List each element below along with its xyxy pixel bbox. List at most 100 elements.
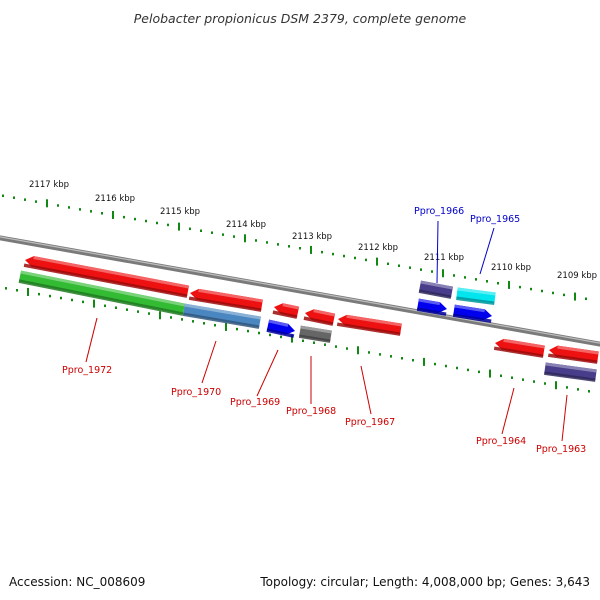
minor-tick: [123, 215, 125, 219]
major-tick: [376, 257, 378, 266]
gene-arrow: [23, 256, 190, 298]
genome-backbone: [0, 235, 600, 347]
minor-tick: [137, 310, 139, 313]
minor-tick: [434, 362, 436, 366]
gene-highlight: [503, 338, 545, 349]
minor-tick: [343, 254, 345, 258]
gene-Ppro_1965: [456, 287, 496, 305]
gene-body: [25, 256, 190, 297]
minor-tick: [288, 245, 290, 248]
minor-tick: [478, 370, 480, 374]
gene-label-ppro-1969: Ppro_1969: [230, 397, 280, 408]
major-tick: [178, 222, 180, 231]
gene-arrow: [336, 314, 402, 336]
minor-tick: [511, 376, 513, 379]
major-tick: [27, 287, 29, 296]
gene-label-ppro-1967: Ppro_1967: [345, 417, 395, 428]
minor-tick: [324, 343, 326, 346]
minor-tick: [255, 239, 257, 242]
gene-shadow: [544, 371, 596, 382]
gene-highlight: [457, 287, 496, 296]
minor-tick: [346, 347, 348, 350]
minor-tick: [266, 241, 268, 244]
gene-arrow: [303, 309, 336, 326]
minor-tick: [104, 304, 106, 308]
leader-line: [85, 317, 98, 363]
minor-tick: [280, 335, 282, 339]
scale-label: 2113 kbp: [292, 232, 332, 242]
major-tick: [291, 334, 293, 343]
gene-arrow: [188, 288, 263, 312]
backbone-highlight: [0, 236, 600, 344]
minor-tick: [302, 339, 304, 343]
minor-tick: [566, 386, 568, 389]
major-tick: [310, 245, 312, 254]
gene-highlight: [184, 303, 261, 320]
minor-tick: [167, 223, 169, 227]
gene-body: [495, 338, 545, 357]
leader-line: [436, 220, 439, 284]
minor-tick: [445, 364, 447, 368]
gene-arrow: [452, 304, 492, 323]
gene-arrow: [493, 338, 545, 358]
gene-highlight: [346, 314, 402, 327]
minor-tick: [464, 276, 466, 279]
gene-label-ppro-1963: Ppro_1963: [536, 444, 586, 455]
minor-tick: [82, 300, 84, 304]
lower-scale-ticks: [5, 287, 590, 393]
gene-body: [190, 288, 263, 311]
minor-tick: [269, 333, 271, 337]
minor-tick: [497, 281, 499, 285]
gene-highlight: [313, 309, 336, 317]
leader-line: [501, 387, 515, 435]
gene-highlight: [198, 288, 263, 303]
minor-tick: [387, 262, 389, 266]
minor-tick: [335, 345, 337, 348]
gene-highlight: [420, 280, 454, 290]
major-tick: [508, 280, 510, 289]
minor-tick: [170, 316, 172, 319]
minor-tick: [588, 390, 590, 393]
gene-Ppro_1970: [182, 303, 261, 329]
gene-shadow: [418, 289, 452, 299]
minor-tick: [541, 289, 543, 293]
minor-tick: [390, 355, 392, 358]
minor-tick: [156, 221, 158, 225]
minor-tick: [313, 341, 315, 344]
major-tick: [357, 346, 359, 355]
gene-label-leaders: [85, 220, 568, 442]
minor-tick: [115, 306, 117, 309]
gene-shadow: [416, 307, 447, 316]
minor-tick: [192, 320, 194, 323]
minor-tick: [16, 289, 18, 292]
minor-tick: [321, 250, 323, 254]
gene-shadow: [266, 328, 295, 338]
minor-tick: [277, 243, 279, 246]
leader-line: [360, 365, 372, 415]
minor-tick: [49, 294, 51, 298]
gene-highlight: [33, 256, 190, 289]
gene-shadow: [548, 353, 598, 364]
gene-highlight: [268, 319, 289, 327]
minor-tick: [379, 353, 381, 356]
major-tick: [489, 369, 491, 378]
scale-label: 2116 kbp: [95, 194, 135, 204]
minor-tick: [2, 194, 4, 198]
gene-highlight: [282, 303, 300, 310]
minor-tick: [203, 322, 205, 325]
minor-tick: [79, 208, 81, 211]
minor-tick: [420, 268, 422, 271]
major-tick: [574, 292, 576, 301]
gene-shadow: [303, 316, 334, 326]
gene-labels: Ppro_1972 Ppro_1970 Ppro_1969 Ppro_1968 Ppro…: [62, 206, 586, 455]
minor-tick: [148, 312, 150, 315]
minor-tick: [189, 227, 191, 231]
minor-tick: [126, 308, 128, 311]
minor-tick: [486, 280, 488, 283]
gene-shadow: [456, 296, 495, 305]
major-tick: [159, 311, 161, 320]
minor-tick: [60, 296, 62, 300]
minor-tick: [299, 247, 301, 250]
gene-body: [338, 314, 402, 335]
minor-tick: [412, 358, 414, 362]
